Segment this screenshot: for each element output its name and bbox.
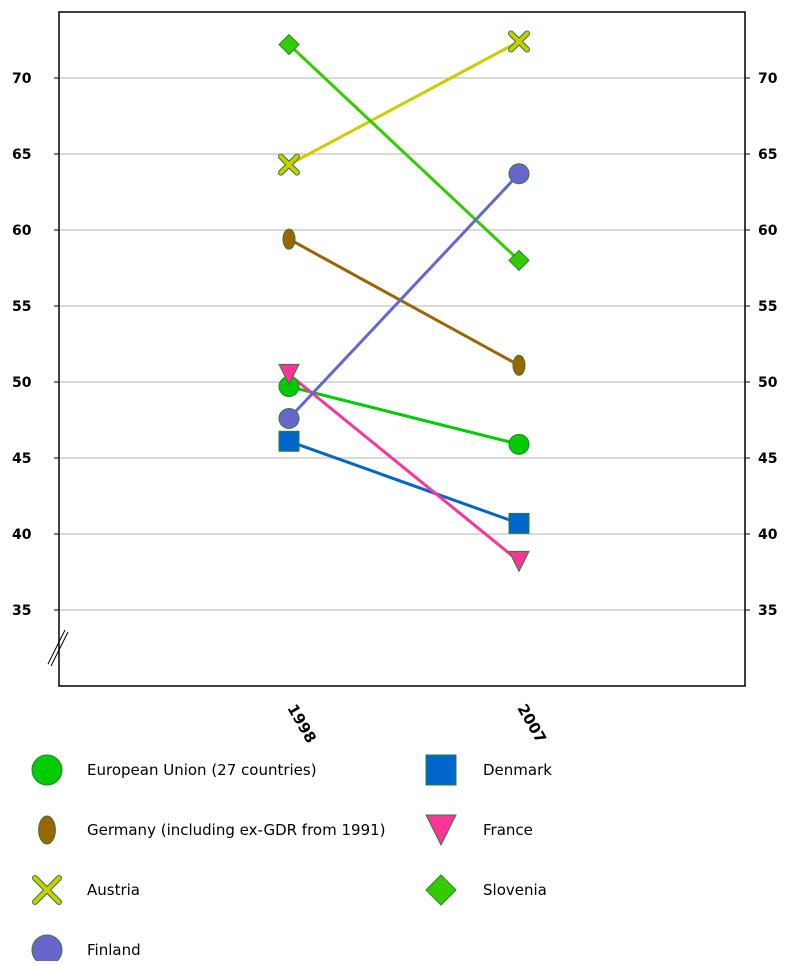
data-point bbox=[278, 430, 300, 452]
y-tick-label-left: 55 bbox=[12, 299, 31, 315]
data-point bbox=[278, 33, 300, 56]
data-point bbox=[508, 550, 530, 573]
y-tick-label-left: 65 bbox=[12, 147, 31, 163]
y-tick-label-right: 70 bbox=[758, 71, 778, 87]
legend-marker bbox=[32, 875, 62, 905]
series-line bbox=[288, 385, 520, 446]
y-tick-label-right: 40 bbox=[758, 527, 778, 543]
legend-marker bbox=[425, 874, 457, 906]
y-tick-label-left: 70 bbox=[12, 71, 32, 87]
data-point bbox=[278, 363, 300, 386]
x-marker-stroke bbox=[33, 876, 61, 904]
legend-label: European Union (27 countries) bbox=[87, 761, 317, 779]
legend-marker bbox=[31, 934, 63, 965]
axis-break-mark bbox=[47, 629, 66, 665]
legend-label: Germany (including ex-GDR from 1991) bbox=[87, 821, 386, 839]
data-point bbox=[278, 153, 300, 176]
legend-marker bbox=[425, 814, 457, 847]
y-tick-label-right: 55 bbox=[758, 299, 777, 315]
series-line bbox=[288, 439, 520, 525]
legend-item: Austria bbox=[32, 875, 140, 905]
y-tick-label-left: 60 bbox=[12, 223, 32, 239]
series-line bbox=[287, 172, 521, 420]
legend-label: Slovenia bbox=[483, 881, 547, 899]
series-line bbox=[287, 43, 521, 262]
legend-label: Austria bbox=[87, 881, 140, 899]
y-tick-label-left: 35 bbox=[12, 603, 31, 619]
data-point bbox=[508, 433, 530, 455]
y-tick-label-left: 45 bbox=[12, 451, 31, 467]
legend-item: Denmark bbox=[425, 754, 552, 786]
x-tick-label: 2007 bbox=[514, 701, 550, 746]
legend-item: European Union (27 countries) bbox=[31, 754, 317, 786]
legend-marker bbox=[31, 754, 63, 786]
legend-item: Germany (including ex-GDR from 1991) bbox=[38, 815, 386, 845]
legend-marker bbox=[38, 815, 56, 845]
legend-item: France bbox=[425, 814, 533, 847]
x-tick-label: 1998 bbox=[284, 701, 320, 746]
legend-item: Slovenia bbox=[425, 874, 547, 906]
legend-marker bbox=[425, 754, 457, 786]
y-tick-label-right: 65 bbox=[758, 147, 777, 163]
x-marker-stroke bbox=[509, 31, 529, 52]
legend-label: France bbox=[483, 821, 533, 839]
series-line bbox=[288, 40, 520, 166]
data-point bbox=[508, 30, 530, 53]
data-point bbox=[278, 407, 300, 429]
series-line bbox=[288, 373, 520, 563]
data-point bbox=[512, 354, 526, 376]
legend-item: Finland bbox=[31, 934, 141, 965]
legend-label: Finland bbox=[87, 941, 141, 959]
y-tick-label-right: 60 bbox=[758, 223, 778, 239]
legend-label: Denmark bbox=[483, 761, 552, 779]
y-tick-label-left: 50 bbox=[12, 375, 32, 391]
series-line bbox=[288, 237, 520, 367]
x-marker-stroke bbox=[279, 154, 299, 175]
data-point bbox=[508, 249, 530, 272]
y-tick-label-left: 40 bbox=[12, 527, 32, 543]
axis-break-mark bbox=[50, 631, 69, 667]
plot-frame bbox=[58, 11, 746, 687]
data-point bbox=[508, 163, 530, 185]
y-tick-label-right: 45 bbox=[758, 451, 777, 467]
y-tick-label-right: 50 bbox=[758, 375, 778, 391]
y-tick-label-right: 35 bbox=[758, 603, 777, 619]
data-point bbox=[508, 512, 530, 534]
data-point bbox=[282, 228, 296, 250]
